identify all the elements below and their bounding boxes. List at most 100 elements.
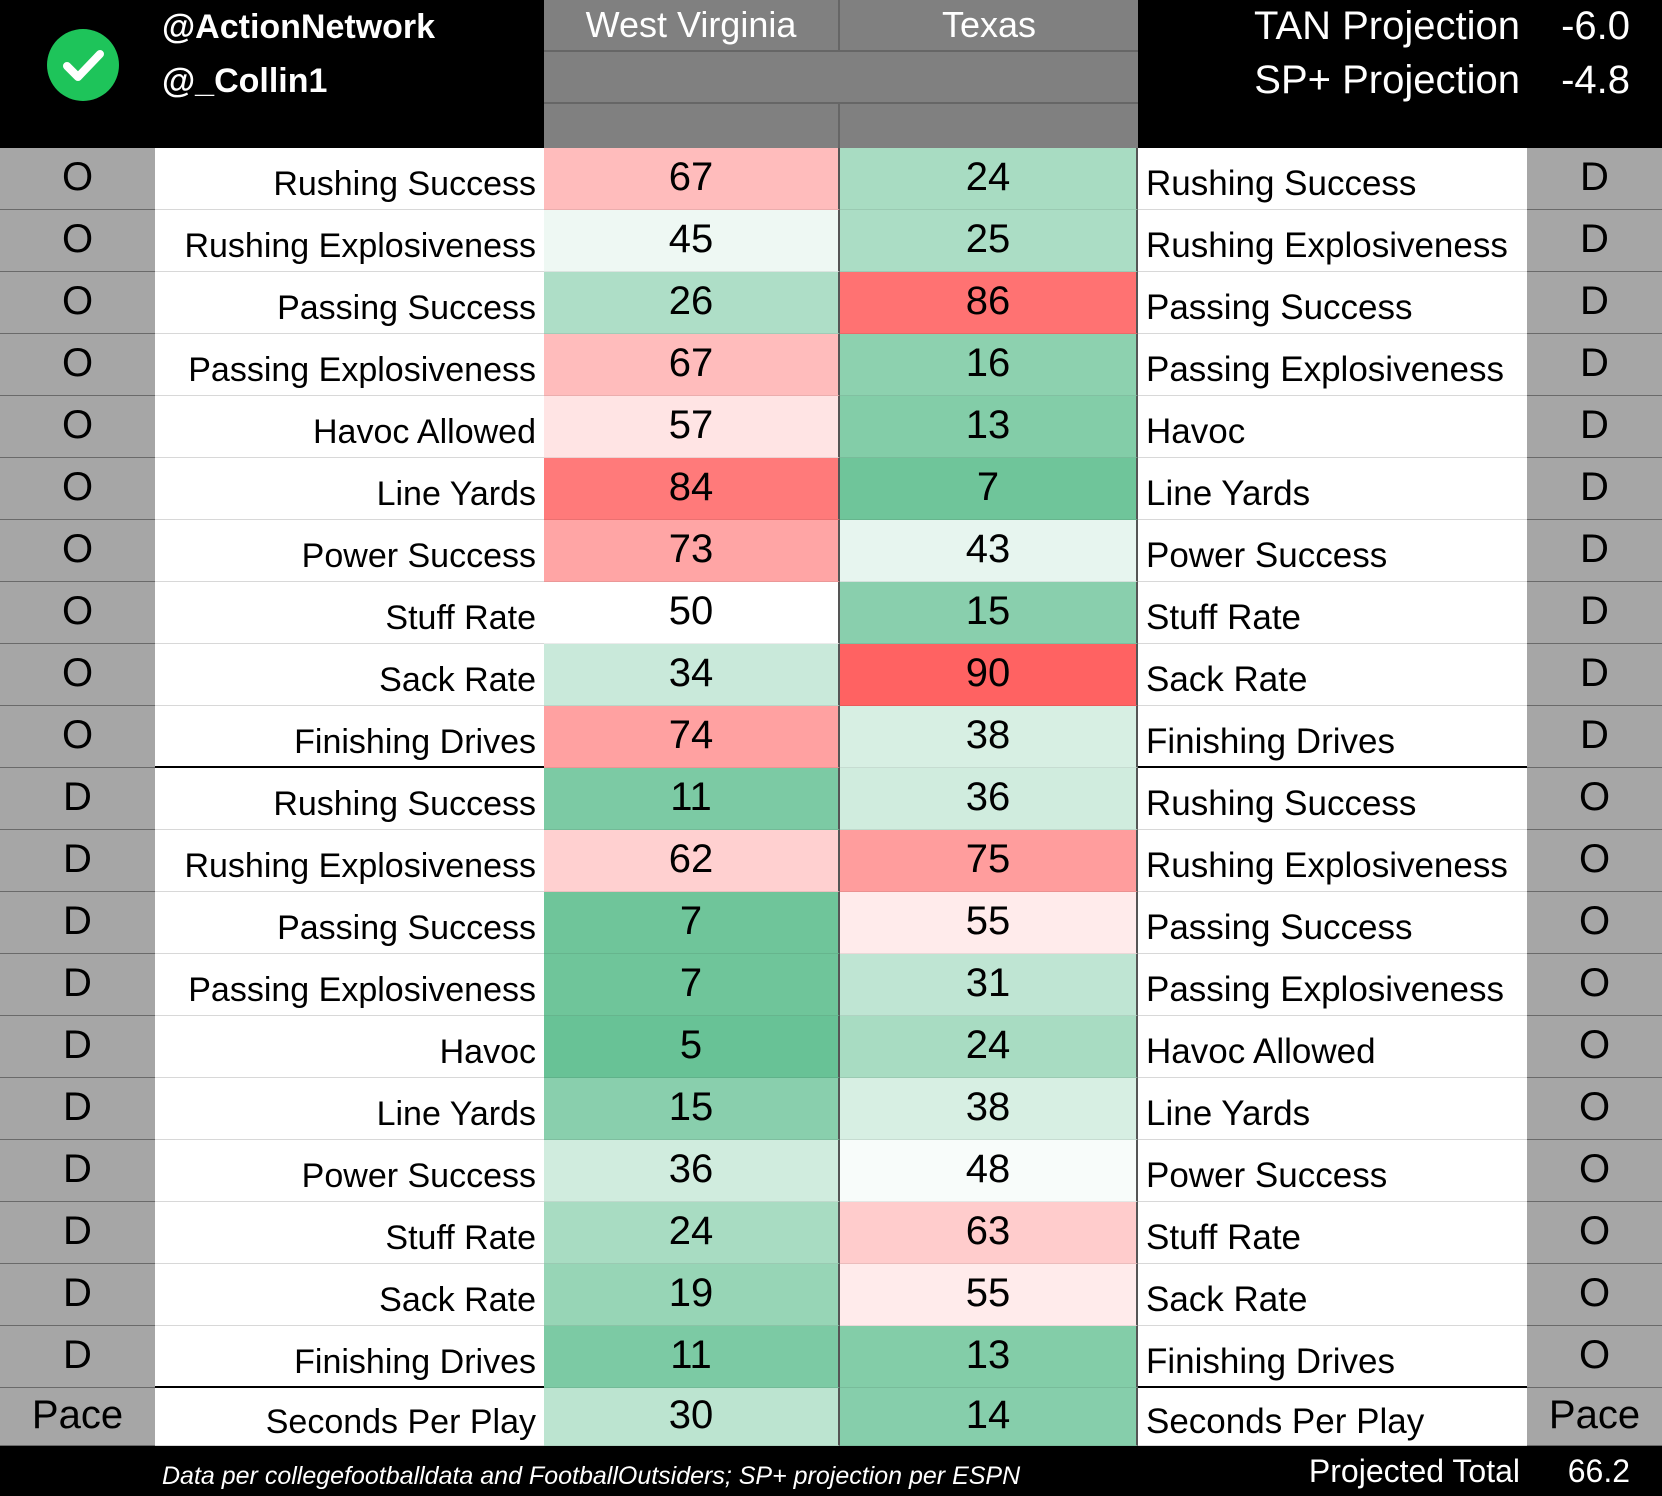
texas-value: 25 [840,210,1138,272]
data-source-note: Data per collegefootballdata and Footbal… [162,1462,1021,1490]
stat-label-right: Havoc [1138,396,1527,458]
sp-projection-label: SP+ Projection [1254,58,1520,102]
west-virginia-value: 67 [544,334,840,396]
stat-label-right: Sack Rate [1138,1264,1527,1326]
stat-label-right: Stuff Rate [1138,1202,1527,1264]
stat-label-right: Power Success [1138,520,1527,582]
side-right: O [1527,954,1662,1016]
stat-label-right: Passing Success [1138,892,1527,954]
projected-total-label: Projected Total [1308,1453,1520,1489]
side-right: O [1527,1264,1662,1326]
stat-label-left: Rushing Success [155,148,544,210]
handle-action-network: @ActionNetwork [162,8,436,46]
west-virginia-value: 19 [544,1264,840,1326]
texas-value: 90 [840,644,1138,706]
west-virginia-value: 26 [544,272,840,334]
side-right: D [1527,210,1662,272]
projected-total-value: 66.2 [1567,1453,1630,1489]
stat-label-left: Seconds Per Play [155,1388,544,1446]
stat-label-left: Havoc [155,1016,544,1078]
west-virginia-value: 34 [544,644,840,706]
header-spacer-row [544,50,1138,104]
stat-label-right: Finishing Drives [1138,1326,1527,1388]
side-left: D [0,1140,155,1202]
side-right: O [1527,1326,1662,1388]
side-left: D [0,1264,155,1326]
tan-projection-value: -6.0 [1561,4,1630,48]
side-right: D [1527,706,1662,768]
stat-label-right: Stuff Rate [1138,582,1527,644]
stat-label-left: Rushing Explosiveness [155,830,544,892]
west-virginia-value: 15 [544,1078,840,1140]
texas-value: 38 [840,706,1138,768]
side-left: O [0,458,155,520]
side-right: O [1527,1202,1662,1264]
header-spacer-right [840,104,1138,148]
header-spacer-left [544,104,840,148]
team-header-west-virginia: West Virginia [544,0,840,50]
sp-projection-value: -4.8 [1561,58,1630,102]
west-virginia-value: 30 [544,1388,840,1446]
side-left: O [0,520,155,582]
west-virginia-value: 5 [544,1016,840,1078]
side-right: D [1527,520,1662,582]
texas-value: 14 [840,1388,1138,1446]
west-virginia-value: 84 [544,458,840,520]
side-right: O [1527,892,1662,954]
stat-label-right: Seconds Per Play [1138,1388,1527,1446]
west-virginia-value: 45 [544,210,840,272]
texas-value: 13 [840,1326,1138,1388]
stat-label-right: Line Yards [1138,1078,1527,1140]
side-right: D [1527,644,1662,706]
west-virginia-value: 24 [544,1202,840,1264]
west-virginia-value: 50 [544,582,840,644]
west-virginia-value: 7 [544,892,840,954]
texas-value: 7 [840,458,1138,520]
side-left: O [0,644,155,706]
stat-label-left: Finishing Drives [155,1326,544,1388]
west-virginia-value: 67 [544,148,840,210]
west-virginia-value: 11 [544,768,840,830]
texas-value: 31 [840,954,1138,1016]
side-left: O [0,706,155,768]
texas-value: 55 [840,892,1138,954]
west-virginia-value: 73 [544,520,840,582]
team-header-texas: Texas [840,0,1138,50]
side-left: D [0,830,155,892]
tan-projection-label: TAN Projection [1253,4,1520,48]
side-left: O [0,334,155,396]
stat-label-right: Rushing Explosiveness [1138,830,1527,892]
texas-value: 36 [840,768,1138,830]
side-right: O [1527,1140,1662,1202]
stat-label-left: Rushing Explosiveness [155,210,544,272]
side-right: D [1527,396,1662,458]
texas-value: 43 [840,520,1138,582]
stat-label-right: Havoc Allowed [1138,1016,1527,1078]
handle-author: @_Collin1 [162,62,328,100]
west-virginia-value: 57 [544,396,840,458]
side-right: D [1527,334,1662,396]
side-left: D [0,1016,155,1078]
stat-label-right: Passing Success [1138,272,1527,334]
side-left: O [0,396,155,458]
stat-label-left: Passing Success [155,892,544,954]
side-left: D [0,1326,155,1388]
stat-label-left: Power Success [155,1140,544,1202]
texas-value: 38 [840,1078,1138,1140]
stat-label-right: Finishing Drives [1138,706,1527,768]
stat-label-left: Power Success [155,520,544,582]
texas-value: 55 [840,1264,1138,1326]
stat-label-left: Passing Explosiveness [155,954,544,1016]
texas-value: 48 [840,1140,1138,1202]
stat-label-left: Havoc Allowed [155,396,544,458]
texas-value: 15 [840,582,1138,644]
side-left: O [0,210,155,272]
side-left: Pace [0,1388,155,1446]
stat-label-left: Line Yards [155,1078,544,1140]
stat-label-right: Rushing Success [1138,768,1527,830]
side-right: O [1527,1016,1662,1078]
side-left: D [0,954,155,1016]
stat-label-left: Passing Explosiveness [155,334,544,396]
stat-label-left: Passing Success [155,272,544,334]
